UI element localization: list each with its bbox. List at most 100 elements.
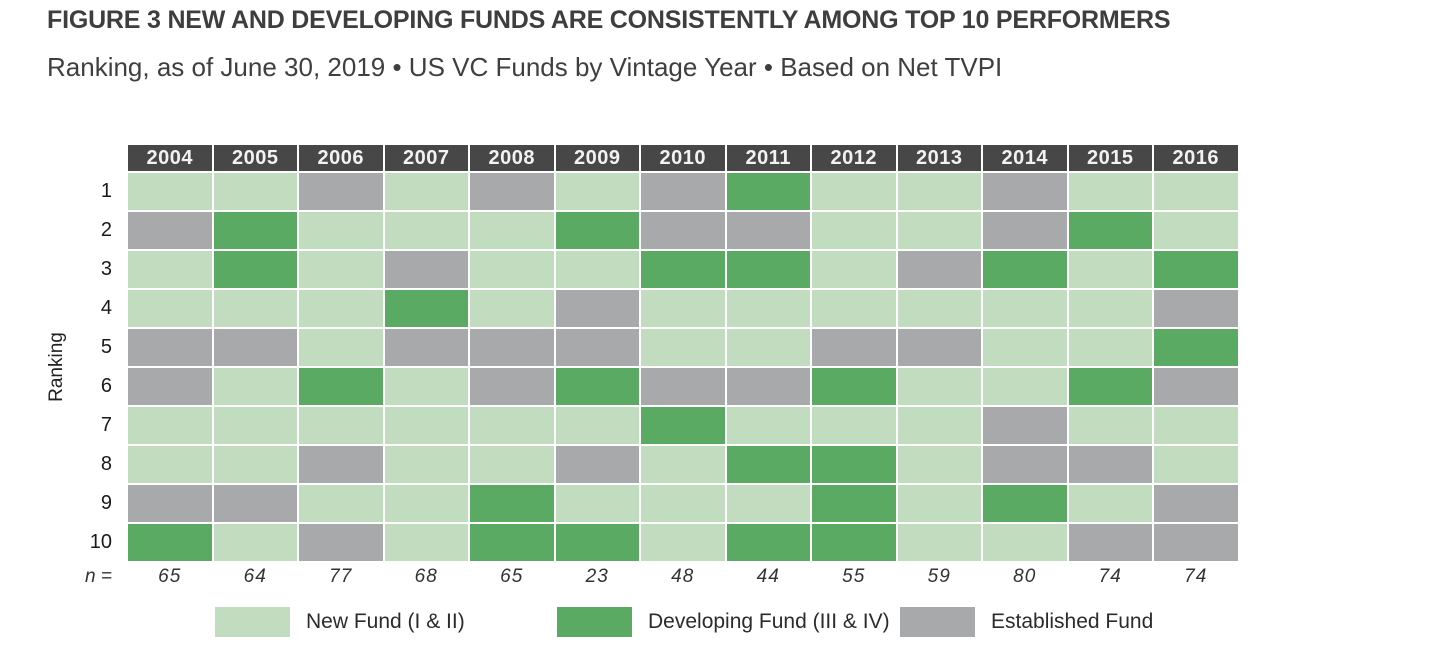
n-value: 77	[329, 566, 353, 587]
rank-row-label: 9	[100, 492, 112, 514]
grid-cell	[726, 524, 810, 561]
grid-cell	[726, 173, 810, 210]
n-value: 65	[158, 566, 182, 587]
year-header-cell: 2009	[555, 145, 639, 171]
grid-cell	[128, 407, 212, 444]
grid-cell	[1154, 407, 1238, 444]
grid-cell	[1154, 524, 1238, 561]
grid-cell	[1068, 368, 1152, 405]
grid-cell	[812, 407, 896, 444]
n-value: 74	[1184, 566, 1208, 587]
sample-size-row: n = 65 64 77 68 65 23 48 44 55 59 80 74 74	[0, 564, 1238, 590]
grid-cell	[1154, 329, 1238, 366]
grid-cell	[641, 173, 725, 210]
grid-cell	[1154, 251, 1238, 288]
grid-cell	[726, 251, 810, 288]
grid-cell	[299, 290, 383, 327]
grid-cell	[384, 485, 468, 522]
grid-cell	[470, 290, 554, 327]
rank-row-label: 10	[89, 531, 112, 553]
grid-cell	[213, 212, 297, 249]
grid-cell	[213, 485, 297, 522]
grid-cell	[1154, 290, 1238, 327]
grid-cell	[983, 173, 1067, 210]
year-header-cell: 2014	[983, 145, 1067, 171]
grid-cell	[726, 212, 810, 249]
grid-cell	[897, 368, 981, 405]
n-value: 23	[585, 566, 609, 587]
grid-cell	[897, 212, 981, 249]
grid-cell	[897, 524, 981, 561]
grid-cell	[641, 407, 725, 444]
grid-cell	[555, 407, 639, 444]
legend-swatch-e	[900, 607, 975, 637]
legend-label: Established Fund	[991, 610, 1154, 633]
grid-cell	[897, 407, 981, 444]
grid-cell	[213, 407, 297, 444]
grid-cell	[1068, 290, 1152, 327]
grid-cell	[897, 485, 981, 522]
grid-cell	[726, 485, 810, 522]
grid-cell	[897, 290, 981, 327]
grid-cell	[470, 173, 554, 210]
grid-cell	[1154, 212, 1238, 249]
grid-cell	[641, 368, 725, 405]
grid-cell	[726, 368, 810, 405]
year-header-cell: 2008	[470, 145, 554, 171]
legend-item: New Fund (I & II)	[215, 607, 465, 637]
grid-cell	[812, 173, 896, 210]
grid-cell	[641, 524, 725, 561]
figure-subtitle: Ranking, as of June 30, 2019 • US VC Fun…	[47, 52, 1003, 82]
legend: New Fund (I & II) Developing Fund (III & …	[0, 607, 1456, 641]
year-header-cell: 2012	[812, 145, 896, 171]
n-equals-label: n =	[85, 566, 112, 587]
grid-cell	[384, 524, 468, 561]
grid-cell	[128, 329, 212, 366]
grid-cell	[1068, 329, 1152, 366]
grid-cell	[299, 407, 383, 444]
grid-cell	[384, 251, 468, 288]
grid-cell	[983, 446, 1067, 483]
grid-cell	[555, 446, 639, 483]
grid-cell	[384, 446, 468, 483]
grid-cell	[384, 212, 468, 249]
year-header-cell: 2006	[299, 145, 383, 171]
year-header-cell: 2007	[384, 145, 468, 171]
grid-cell	[128, 485, 212, 522]
grid-cell	[299, 446, 383, 483]
grid-cell	[1068, 212, 1152, 249]
grid-cell	[384, 407, 468, 444]
n-value: 64	[243, 566, 267, 587]
rank-row-label: 3	[100, 258, 112, 280]
grid-cell	[213, 524, 297, 561]
grid-cell	[213, 446, 297, 483]
grid-cell	[128, 290, 212, 327]
grid-cell	[983, 407, 1067, 444]
grid-cell	[983, 524, 1067, 561]
legend-label: New Fund (I & II)	[306, 610, 465, 633]
legend-swatch-d	[557, 607, 632, 637]
grid-cell	[983, 485, 1067, 522]
grid-cell	[470, 524, 554, 561]
grid-cell	[128, 446, 212, 483]
grid-cell	[213, 329, 297, 366]
grid-cell	[812, 251, 896, 288]
n-value: 59	[927, 566, 951, 587]
grid-cell	[384, 173, 468, 210]
grid-cell	[555, 524, 639, 561]
grid-cell	[726, 329, 810, 366]
grid-cell	[555, 329, 639, 366]
rank-row-label: 6	[100, 375, 112, 397]
grid-cell	[897, 173, 981, 210]
grid-cell	[1068, 407, 1152, 444]
legend-label: Developing Fund (III & IV)	[648, 610, 890, 633]
grid-cell	[299, 212, 383, 249]
grid-cell	[641, 251, 725, 288]
grid-cell	[384, 329, 468, 366]
grid-cell	[1154, 485, 1238, 522]
year-header-cell: 2016	[1154, 145, 1238, 171]
grid-cell	[470, 212, 554, 249]
grid-cell	[812, 524, 896, 561]
rank-row-label: 5	[100, 336, 112, 358]
year-header-cell: 2004	[128, 145, 212, 171]
